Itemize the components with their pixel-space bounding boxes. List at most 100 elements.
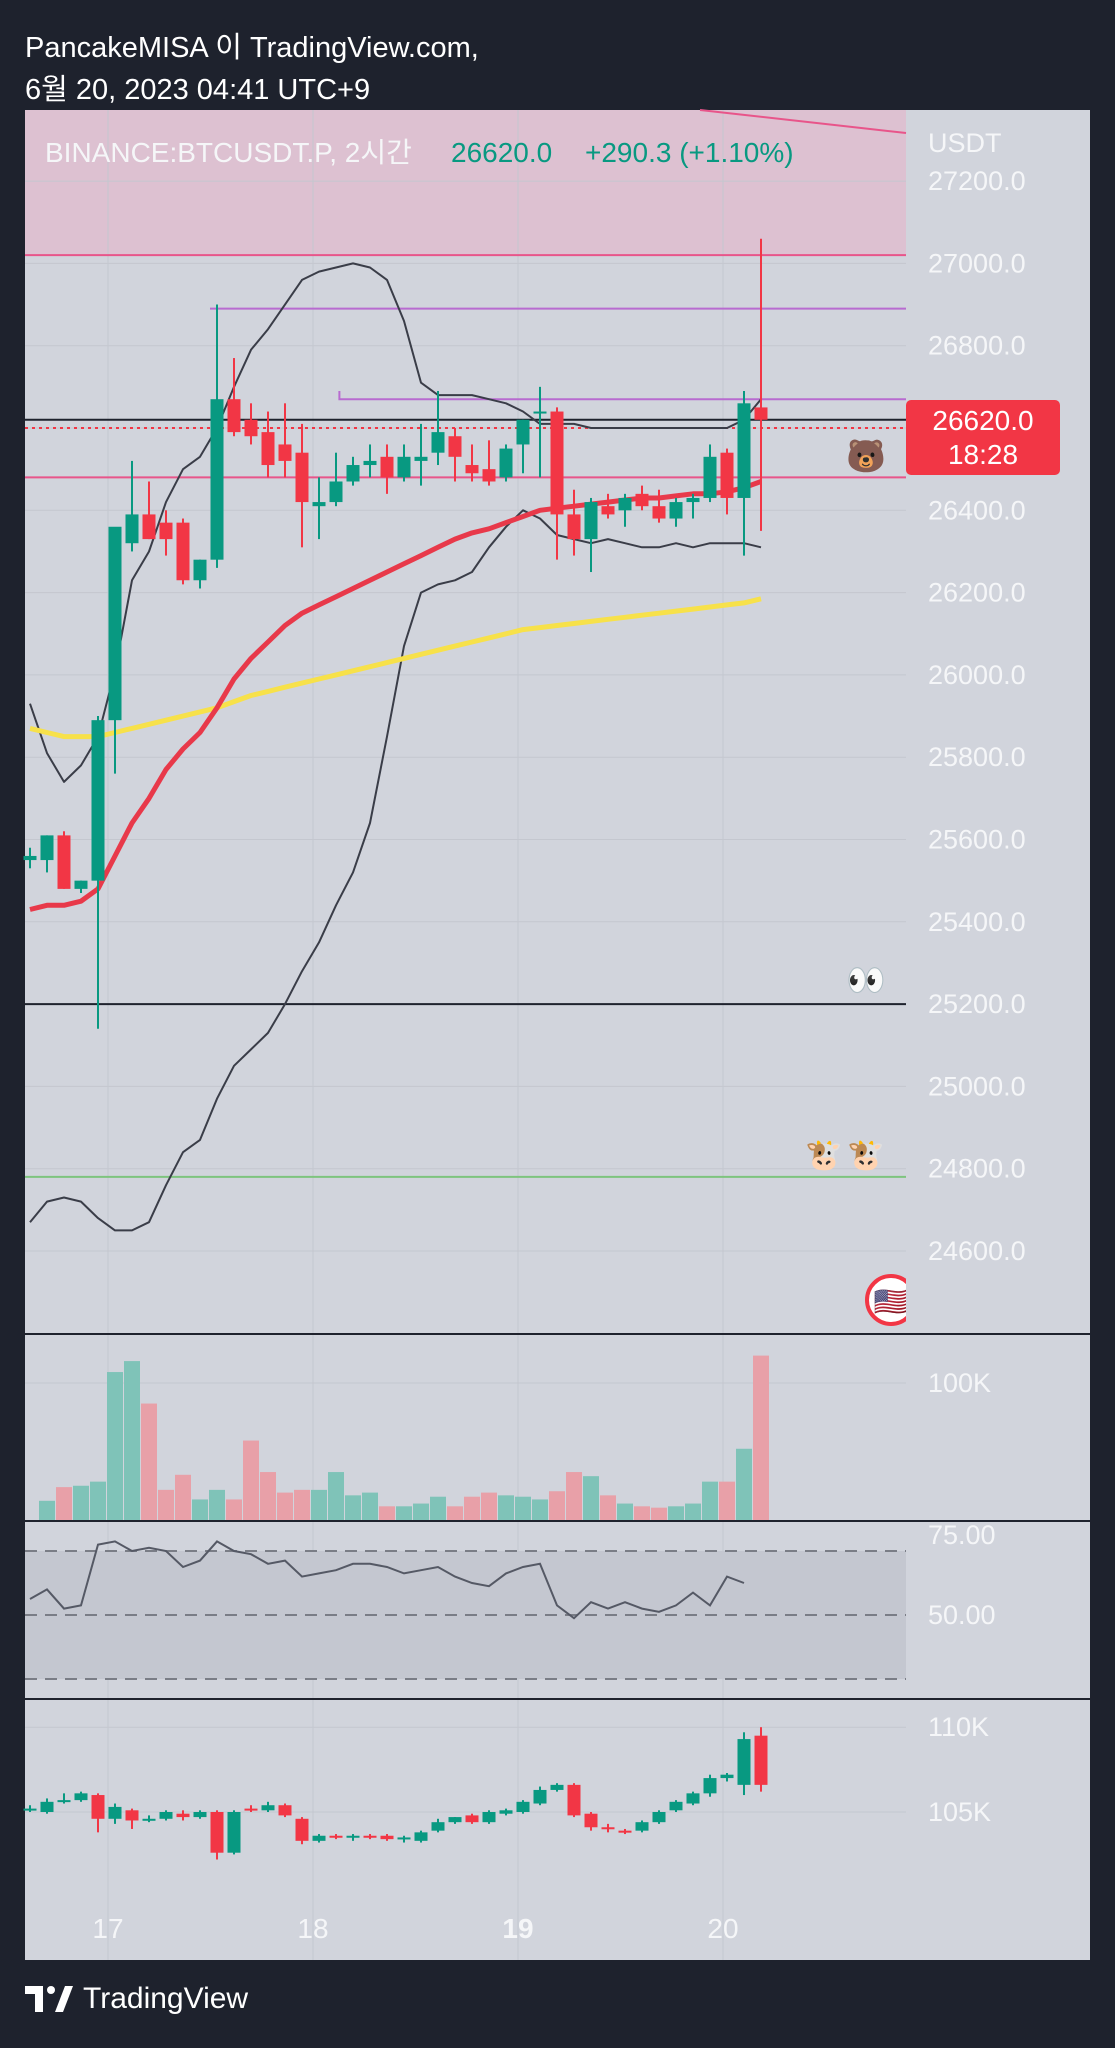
volume-bar — [90, 1481, 106, 1520]
price-candle — [210, 399, 224, 560]
price-tag — [906, 400, 1060, 475]
price-candle — [567, 514, 581, 540]
volume-bar — [158, 1489, 174, 1520]
y-tick-label: 26000.0 — [928, 660, 1026, 690]
lower-pane-candle — [363, 1835, 377, 1838]
footer-brand[interactable]: TradingView — [25, 1982, 248, 2016]
volume-bar — [651, 1507, 667, 1520]
cow-emoji: 🐮 — [805, 1139, 842, 1172]
author-line: PancakeMISA 이 TradingView.com, — [25, 32, 479, 64]
lower-pane-candle — [193, 1812, 207, 1818]
purple-level-lower — [338, 390, 906, 401]
volume-bar — [396, 1506, 412, 1520]
volume-bar — [277, 1492, 293, 1520]
price-candle — [482, 469, 496, 482]
price-candle — [329, 481, 343, 503]
volume-bar — [328, 1472, 344, 1520]
y-tick-label: 24600.0 — [928, 1236, 1026, 1266]
y-tick-label: 26800.0 — [928, 331, 1026, 361]
volume-bar — [73, 1485, 89, 1520]
x-tick-label: 17 — [92, 1913, 123, 1944]
volume-bar — [464, 1496, 480, 1520]
eyes-emoji: 👀 — [846, 962, 886, 998]
volume-bar — [532, 1499, 548, 1520]
supply-zone — [25, 110, 906, 256]
lower-pane-candle — [720, 1774, 734, 1779]
y-tick-label: 24800.0 — [928, 1154, 1026, 1184]
trend-line — [699, 109, 907, 134]
y-tick-label: 25200.0 — [928, 989, 1026, 1019]
lower-pane-candle — [210, 1812, 224, 1853]
volume-bar — [583, 1476, 599, 1520]
lower-pane-tick-label: 110K — [928, 1712, 989, 1742]
price-candle — [703, 456, 717, 498]
volume-bar — [600, 1495, 616, 1520]
price-candle — [159, 522, 173, 540]
price-tag-countdown: 18:28 — [948, 439, 1018, 470]
volume-bar — [260, 1472, 276, 1520]
legend-price: 26620.0 — [451, 137, 552, 168]
lower-pane-candle — [142, 1818, 156, 1821]
lower-pane-candle — [227, 1812, 241, 1853]
lower-pane-candle — [635, 1822, 649, 1831]
y-tick-label: 25400.0 — [928, 907, 1026, 937]
lower-pane-candle — [23, 1808, 37, 1811]
price-candle — [686, 497, 700, 503]
oscillator-tick-label: 50.00 — [928, 1600, 996, 1630]
volume-bar — [719, 1481, 735, 1520]
lower-pane-candle — [295, 1818, 309, 1841]
price-candle — [448, 436, 462, 457]
volume-bar — [362, 1492, 378, 1520]
volume-bar — [209, 1489, 225, 1520]
price-candle — [295, 452, 309, 503]
price-candle — [601, 506, 615, 515]
y-tick-label: 25600.0 — [928, 825, 1026, 855]
volume-bar — [668, 1506, 684, 1520]
lower-pane-candle — [533, 1789, 547, 1804]
legend-change: +290.3 (+1.10%) — [585, 137, 794, 168]
volume-bar — [481, 1492, 497, 1520]
volume-bar — [549, 1491, 565, 1520]
price-candle — [499, 448, 513, 478]
tradingview-logo-icon — [25, 1986, 73, 2012]
volume-bar — [124, 1361, 140, 1520]
lower-pane-candle — [380, 1835, 394, 1840]
lower-pane-candle — [74, 1793, 88, 1801]
volume-bar — [566, 1472, 582, 1520]
lower-pane-candle — [754, 1735, 768, 1785]
symbol-legend: BINANCE:BTCUSDT.P, 2시간 — [45, 137, 412, 168]
y-tick-label: 26200.0 — [928, 578, 1026, 608]
lower-pane-candle — [584, 1813, 598, 1828]
price-candle — [380, 456, 394, 478]
price-candle — [533, 411, 547, 414]
lower-pane-candle — [414, 1832, 428, 1841]
lower-pane-candle — [686, 1793, 700, 1804]
chart-canvas[interactable]: 27200.027000.026800.026600.026400.026200… — [0, 0, 1115, 1970]
price-candle — [584, 502, 598, 540]
lower-pane-candle — [91, 1795, 105, 1819]
price-candle — [142, 514, 156, 540]
lower-pane-candle — [499, 1810, 513, 1814]
price-candle — [669, 502, 683, 519]
chart-timestamp: 6월 20, 2023 04:41 UTC+9 — [25, 74, 371, 106]
price-candle — [431, 432, 445, 453]
volume-bar — [413, 1503, 429, 1520]
price-candle — [40, 835, 54, 861]
lower-pane-candle — [312, 1835, 326, 1841]
price-candle — [516, 419, 530, 445]
lower-pane-candle — [176, 1813, 190, 1818]
chart-background — [25, 110, 1090, 1960]
flag-clip-mask — [906, 1270, 936, 1330]
lower-pane-candle — [57, 1800, 71, 1803]
lower-pane-candle — [448, 1817, 462, 1823]
price-candle — [108, 526, 122, 721]
volume-bar — [634, 1506, 650, 1520]
price-candle — [652, 506, 666, 519]
bollinger-lower — [29, 509, 762, 1232]
volume-tick-label: 100K — [928, 1368, 991, 1398]
volume-bar — [617, 1503, 633, 1520]
oscillator-line — [29, 1540, 745, 1620]
lower-pane-candle — [397, 1837, 411, 1840]
lower-pane-candle — [516, 1801, 530, 1812]
volume-bar — [192, 1499, 208, 1520]
